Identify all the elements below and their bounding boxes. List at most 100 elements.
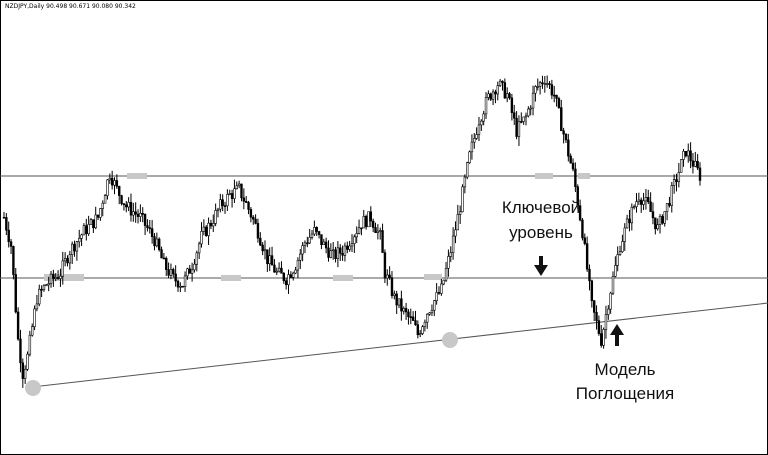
candle-body <box>600 333 603 346</box>
candle-body <box>247 202 250 210</box>
candle-body <box>423 321 427 328</box>
candle-body <box>197 243 201 254</box>
candle-body <box>536 85 539 88</box>
candle-body <box>418 333 422 336</box>
candle-body <box>555 94 558 99</box>
candle-body <box>214 210 217 224</box>
level-touch-marker <box>127 173 147 179</box>
key-level-label-line1: Ключевой <box>502 198 580 217</box>
candle-body <box>207 222 210 236</box>
candle-body <box>322 241 325 245</box>
level-touch-marker <box>44 274 84 281</box>
candle-body <box>694 160 697 167</box>
candle-body <box>402 308 405 312</box>
candle-body <box>489 93 492 100</box>
pattern-label-line2: Поглощения <box>576 384 674 403</box>
candle-body <box>202 226 206 232</box>
candle-body <box>371 220 375 228</box>
candle-body <box>421 326 424 334</box>
candle-body <box>195 252 199 265</box>
candle-body <box>529 107 532 110</box>
candle-body <box>687 150 690 157</box>
candle-body <box>513 112 516 119</box>
candle-body <box>524 115 528 118</box>
candle-body <box>668 203 671 206</box>
candle-body <box>82 225 86 236</box>
candle-body <box>517 121 521 137</box>
candle-body <box>268 255 271 265</box>
candle-body <box>527 108 530 117</box>
candle-body <box>353 236 356 244</box>
candle-body <box>480 120 483 126</box>
candle-body <box>237 183 241 187</box>
arrow-up-icon <box>610 324 624 346</box>
candle-body <box>649 201 652 212</box>
candle-body <box>223 205 227 207</box>
candle-body <box>625 218 629 229</box>
candle-body <box>282 272 286 282</box>
candle-body <box>259 237 262 246</box>
candle-body <box>343 245 347 256</box>
candle-body <box>571 162 575 170</box>
candle-body <box>501 80 504 83</box>
candle-body <box>585 243 589 270</box>
candle-body <box>447 256 450 269</box>
candle-body <box>698 167 702 181</box>
candle-body <box>113 180 116 186</box>
level-touch-marker <box>535 173 553 179</box>
candle-body <box>186 268 189 277</box>
trend-touch-marker <box>25 380 41 396</box>
candle-body <box>176 280 180 288</box>
candle-body <box>49 273 53 284</box>
candle-body <box>355 233 358 238</box>
candle-body <box>63 258 67 262</box>
candle-body <box>294 269 297 274</box>
candle-body <box>146 225 149 228</box>
candle-body <box>40 288 43 291</box>
candle-body <box>292 272 295 278</box>
candle-body <box>484 97 488 115</box>
candle-body <box>670 185 673 206</box>
candlestick-series <box>2 75 702 388</box>
candle-body <box>397 298 401 306</box>
candle-body <box>379 230 382 232</box>
candle-body <box>54 277 57 279</box>
candle-body <box>569 155 572 164</box>
candle-body <box>254 218 257 224</box>
candle-body <box>374 227 377 234</box>
candle-body <box>261 244 264 252</box>
candle-body <box>428 312 431 315</box>
candle-body <box>498 80 502 86</box>
candle-body <box>491 91 495 100</box>
candle-body <box>451 235 455 254</box>
candle-body <box>167 269 170 276</box>
candle-body <box>595 312 598 321</box>
candle-body <box>689 150 692 162</box>
candle-body <box>339 247 342 254</box>
candle-body <box>454 229 457 237</box>
candle-body <box>75 241 79 252</box>
candle-body <box>101 202 104 209</box>
candle-body <box>106 179 109 196</box>
candle-body <box>230 193 234 199</box>
candle-body <box>289 274 293 278</box>
candle-body <box>609 292 612 310</box>
candle-body <box>616 254 619 266</box>
candle-body <box>219 199 222 210</box>
candle-body <box>68 254 72 264</box>
arrow-down-icon <box>534 256 548 276</box>
candle-body <box>21 362 25 379</box>
trend-touch-marker <box>442 332 458 348</box>
candle-body <box>160 249 163 259</box>
candle-body <box>110 177 114 186</box>
candle-body <box>327 247 330 258</box>
candle-body <box>181 285 184 288</box>
candle-body <box>47 283 50 286</box>
candle-body <box>360 227 363 230</box>
candle-body <box>409 316 412 319</box>
candle-body <box>155 238 159 247</box>
candle-body <box>12 246 15 275</box>
candle-body <box>169 269 173 276</box>
candle-body <box>136 213 140 217</box>
